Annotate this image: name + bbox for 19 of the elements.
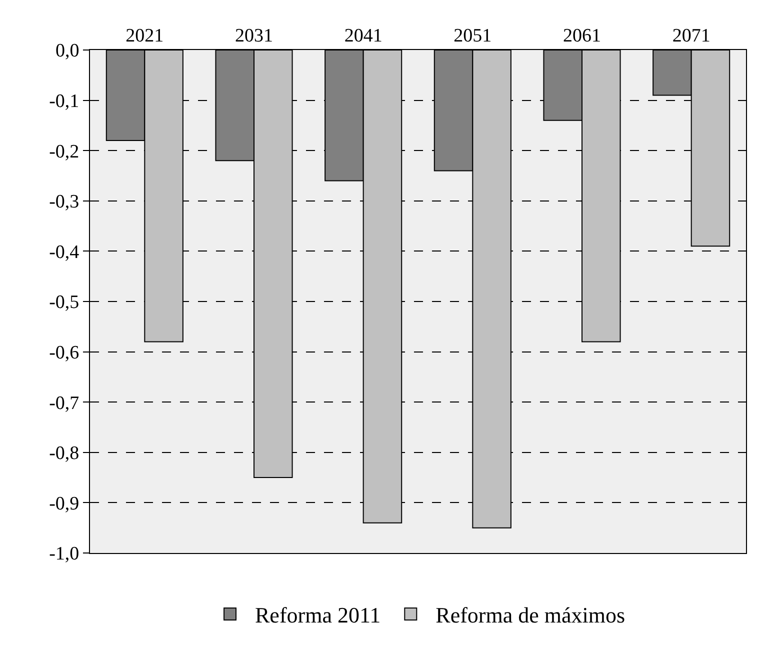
y-tick-label: -0,8: [49, 443, 80, 464]
y-tick-label: -0,2: [49, 141, 80, 162]
x-tick-label: 2041: [344, 25, 382, 46]
x-tick-label: 2021: [126, 25, 164, 46]
y-tick-label: -0,1: [49, 90, 80, 112]
legend-label: Reforma 2011: [255, 602, 381, 628]
x-tick-label: 2071: [672, 25, 710, 46]
x-tick-label: 2031: [235, 25, 273, 46]
y-tick-label: -1,0: [49, 544, 80, 565]
y-tick-label: -0,9: [49, 493, 80, 514]
x-tick-label: 2051: [454, 25, 492, 46]
legend-label: Reforma de máximos: [436, 602, 626, 628]
y-tick-label: -0,4: [49, 242, 80, 263]
y-tick-label: 0,0: [55, 40, 80, 62]
y-tick-label: -0,7: [49, 392, 80, 414]
y-tick-label: -0,6: [49, 342, 80, 364]
y-tick-label: -0,5: [49, 292, 80, 314]
x-tick-label: 2061: [563, 25, 601, 46]
y-tick-label: -0,3: [49, 192, 80, 213]
